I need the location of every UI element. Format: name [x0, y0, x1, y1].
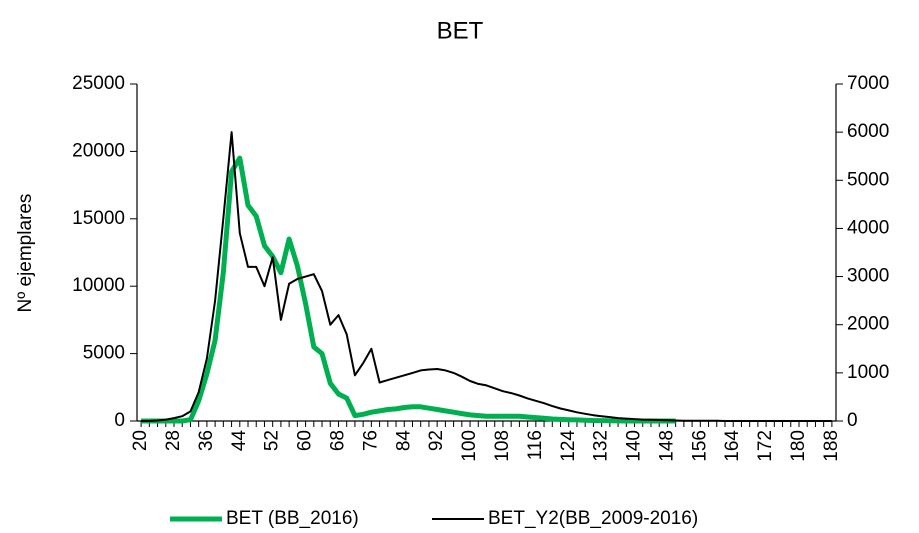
- legend-label: BET (BB_2016): [226, 508, 359, 529]
- y2-tick-label: 6000: [847, 121, 889, 142]
- x-tick-label: 148: [656, 430, 677, 462]
- x-tick-label: 20: [130, 430, 151, 451]
- x-tick-label: 92: [426, 430, 447, 451]
- x-tick-label: 172: [755, 430, 776, 462]
- x-tick-label: 108: [492, 430, 513, 462]
- x-tick-label: 76: [360, 430, 381, 451]
- y2-tick-label: 0: [847, 410, 858, 431]
- y-axis-label: Nº ejemplares: [15, 194, 36, 313]
- y-tick-label: 15000: [72, 208, 125, 229]
- y2-tick-label: 4000: [847, 217, 889, 238]
- y-tick-label: 10000: [72, 275, 125, 296]
- x-tick-label: 36: [196, 430, 217, 451]
- chart-title: BET: [437, 17, 484, 44]
- y2-tick-label: 2000: [847, 314, 889, 335]
- x-tick-label: 100: [459, 430, 480, 462]
- y-tick-label: 20000: [72, 140, 125, 161]
- x-tick-label: 188: [821, 430, 842, 462]
- x-tick-label: 60: [295, 430, 316, 451]
- x-tick-label: 52: [262, 430, 283, 451]
- x-tick-label: 156: [689, 430, 710, 462]
- x-tick-label: 140: [624, 430, 645, 462]
- x-tick-label: 132: [591, 430, 612, 462]
- y2-tick-label: 5000: [847, 169, 889, 190]
- x-tick-label: 68: [327, 430, 348, 451]
- series-line: [141, 131, 832, 422]
- series-line: [141, 155, 676, 424]
- y-tick-label: 5000: [83, 343, 125, 364]
- x-tick-label: 44: [229, 430, 250, 452]
- y-tick-label: 0: [114, 410, 125, 431]
- x-tick-label: 180: [788, 430, 809, 462]
- y-tick-label: 25000: [72, 73, 125, 94]
- y2-tick-label: 7000: [847, 73, 889, 94]
- x-tick-label: 84: [393, 430, 414, 452]
- y2-tick-label: 3000: [847, 266, 889, 287]
- x-tick-label: 116: [525, 430, 546, 460]
- x-tick-label: 124: [558, 430, 579, 462]
- legend-label: BET_Y2(BB_2009-2016): [488, 508, 698, 529]
- x-tick-label: 164: [722, 430, 743, 462]
- y2-tick-label: 1000: [847, 362, 889, 383]
- x-tick-label: 28: [163, 430, 184, 451]
